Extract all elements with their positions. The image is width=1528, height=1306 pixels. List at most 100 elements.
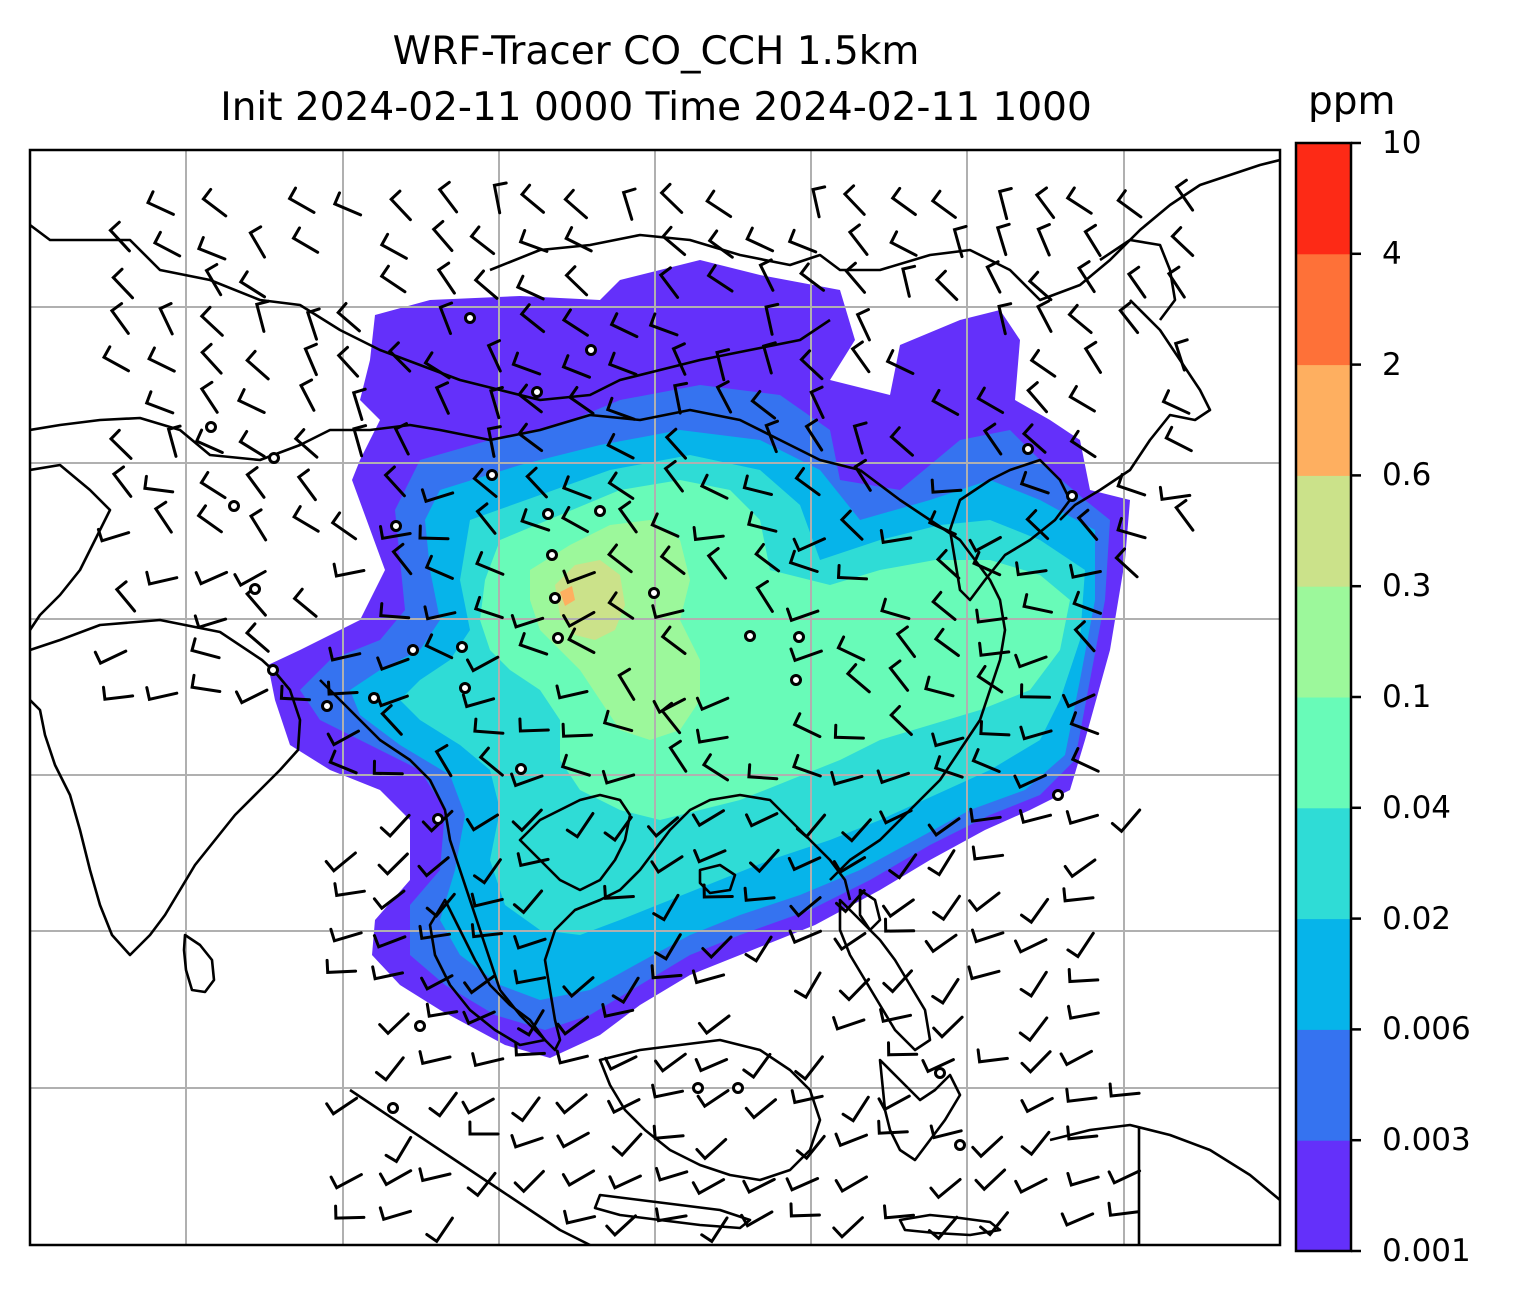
wind-barb <box>376 656 410 672</box>
coastline-indochina <box>319 679 852 1052</box>
wind-barb <box>611 976 640 1005</box>
wind-barb <box>556 1131 590 1149</box>
wind-barb <box>743 886 776 902</box>
coastline-central-asia <box>30 408 861 472</box>
wind-barb <box>607 591 635 620</box>
wind-barb <box>1022 593 1053 614</box>
wind-barb <box>787 228 818 254</box>
wind-barb <box>326 729 360 747</box>
wind-barb <box>603 815 633 843</box>
wind-barb <box>1076 508 1099 541</box>
wind-barb <box>794 971 822 1000</box>
wind-barb <box>143 474 175 494</box>
colorbar-segment <box>1296 697 1351 809</box>
colorbar-unit: ppm <box>1308 79 1396 124</box>
wind-barb <box>434 744 453 778</box>
wind-barb <box>930 189 957 219</box>
wind-barb <box>1173 338 1189 372</box>
wind-barb <box>1126 265 1147 299</box>
wind-barb <box>438 301 454 335</box>
wind-barb <box>932 1015 964 1039</box>
wind-barb <box>437 180 459 214</box>
calm-circle <box>268 452 280 464</box>
colorbar-tick-label: 0.3 <box>1382 568 1432 605</box>
wind-barb <box>238 430 266 458</box>
wind-barb <box>602 709 634 733</box>
wind-barb <box>934 269 959 301</box>
wind-barb <box>884 917 916 933</box>
wind-barb <box>418 524 450 541</box>
wind-barb <box>706 264 734 293</box>
wind-barb <box>519 303 546 334</box>
wind-barb <box>746 511 778 533</box>
wind-barb <box>835 889 866 914</box>
wind-barb <box>701 935 733 960</box>
calm-circle <box>793 631 805 643</box>
wind-barb <box>804 418 824 452</box>
wind-barb <box>842 184 866 216</box>
coastline-gulf-thailand <box>518 793 632 892</box>
wind-barb <box>744 1098 777 1120</box>
wind-barb <box>931 978 960 1005</box>
wind-barb <box>1067 1004 1100 1020</box>
wind-barb <box>1014 938 1048 954</box>
concentration-level-7 <box>560 586 575 606</box>
wind-barb <box>328 646 362 662</box>
wind-barb <box>605 396 636 421</box>
wind-barb <box>696 728 729 744</box>
wind-barb <box>1020 897 1050 925</box>
wind-barb <box>248 508 268 542</box>
wind-barb <box>287 186 316 214</box>
wind-barb <box>298 378 316 412</box>
wind-barb <box>650 855 684 874</box>
wind-barb <box>436 261 456 295</box>
wind-barb <box>601 1003 635 1018</box>
wind-barb <box>611 1132 643 1158</box>
wind-barb <box>152 230 182 258</box>
calm-circle <box>542 508 554 520</box>
wind-barb <box>997 302 1013 336</box>
calm-circle <box>552 632 564 644</box>
wind-barb <box>1019 470 1050 495</box>
wind-barb <box>789 647 823 663</box>
wind-barb <box>518 229 549 253</box>
wind-barb <box>233 570 267 588</box>
wind-barb <box>424 554 454 580</box>
wind-barb <box>664 427 687 460</box>
wind-barb <box>352 424 368 458</box>
colorbar-tick-label: 4 <box>1382 235 1402 272</box>
wind-barb <box>927 510 957 536</box>
wind-barb <box>691 1178 726 1196</box>
calm-circle <box>648 587 660 599</box>
wind-barb <box>1062 693 1096 709</box>
wind-barb <box>471 1052 505 1068</box>
wind-barb <box>692 526 725 542</box>
wind-barb <box>795 813 827 839</box>
calm-circle <box>390 520 402 532</box>
wind-barb <box>931 732 965 748</box>
wind-barb <box>785 1177 820 1192</box>
wind-barb <box>330 511 358 541</box>
wind-barb <box>742 474 773 496</box>
wind-barb <box>663 459 684 493</box>
wind-barb <box>604 1055 638 1071</box>
wind-barb <box>423 351 451 380</box>
wind-barb <box>1076 260 1096 294</box>
wind-barb <box>292 505 320 533</box>
wind-barb <box>1170 226 1195 257</box>
wind-barb <box>421 809 454 833</box>
colorbar-tick-label: 0.1 <box>1382 679 1432 715</box>
wind-barb <box>158 302 174 336</box>
wind-barb <box>924 933 958 954</box>
coastline-russia-east <box>1099 238 1177 321</box>
wind-barb <box>193 614 228 630</box>
colorbar-segment <box>1296 586 1351 698</box>
wind-barb <box>794 1055 824 1082</box>
wind-barb <box>660 625 687 655</box>
wind-barb <box>325 958 358 974</box>
wind-barb <box>564 226 593 253</box>
wind-barb <box>1020 1096 1054 1114</box>
wind-barb <box>742 1177 776 1195</box>
wind-barb <box>834 1132 868 1148</box>
wind-barb <box>971 845 1005 861</box>
